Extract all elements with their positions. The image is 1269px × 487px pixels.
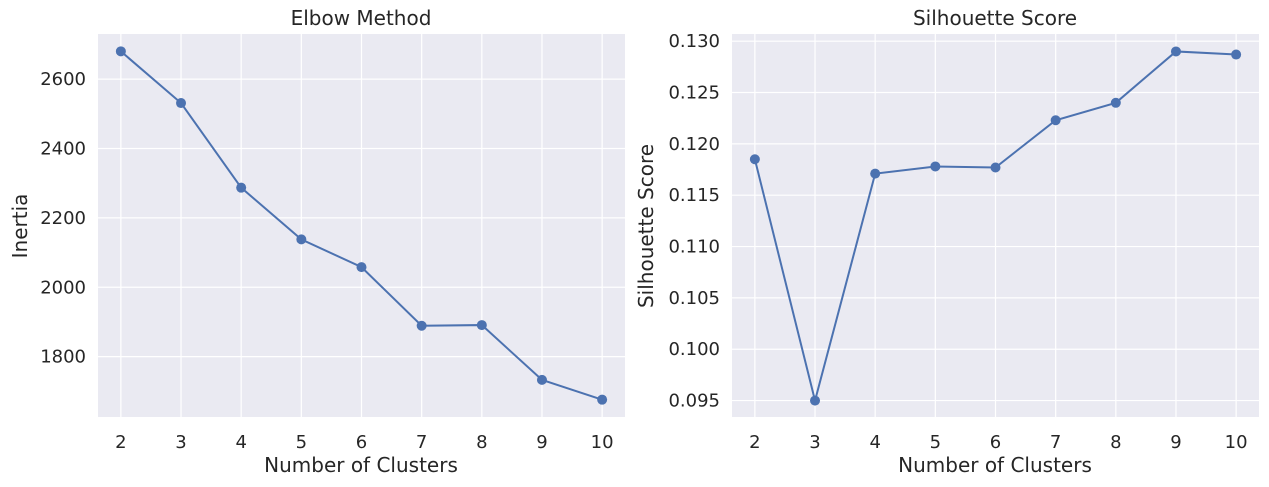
data-point [1110,97,1121,108]
x-tick-label: 6 [990,432,1001,453]
y-tick-label: 0.105 [668,288,720,309]
data-point [1170,46,1181,57]
x-tick-label: 9 [1170,432,1181,453]
elbow-method-chart: 2 3 4 5 6 7 8 9 10 1800 2000 2200 2400 2600 Elbow Met… [8,6,625,477]
x-tick-label: 6 [356,432,367,453]
x-tick-label: 8 [1110,432,1121,453]
data-point [810,395,821,406]
x-tick-label: 5 [296,432,307,453]
x-tick-label: 2 [115,432,126,453]
data-point [296,234,307,245]
y-tick-label: 0.120 [668,134,720,155]
data-point [536,374,547,385]
x-tick-label: 3 [809,432,820,453]
y-tick-label: 0.115 [668,185,720,206]
silhouette-score-chart: 2 3 4 5 6 7 8 9 10 0.095 0.100 0.105 0.110 0.115 0.120… [634,6,1259,477]
data-point [236,182,247,193]
data-point [1050,115,1061,126]
y-tick-label: 0.110 [668,237,720,258]
x-tick-label: 8 [476,432,487,453]
y-tick-label: 2200 [40,208,86,229]
y-tick-label: 2600 [40,69,86,90]
x-tick-label: 9 [536,432,547,453]
x-tick-label: 10 [1225,432,1248,453]
x-tick-label: 10 [591,432,614,453]
data-point [990,162,1001,173]
x-tick-label: 7 [1050,432,1061,453]
y-axis-label: Inertia [8,194,32,259]
y-axis-label: Silhouette Score [634,144,658,308]
y-tick-label: 2400 [40,138,86,159]
data-point [476,320,487,331]
chart-title: Elbow Method [291,6,432,30]
x-tick-label: 4 [235,432,246,453]
x-axis-label: Number of Clusters [898,453,1092,477]
data-point [1231,49,1242,60]
data-point [749,154,760,165]
data-point [597,394,608,405]
y-tick-label: 0.130 [668,31,720,52]
x-tick-label: 3 [175,432,186,453]
data-point [115,46,126,57]
x-tick-label: 7 [416,432,427,453]
y-tick-label: 0.125 [668,83,720,104]
y-tick-label: 0.095 [668,391,720,412]
chart-title: Silhouette Score [913,6,1077,30]
y-tick-label: 1800 [40,347,86,368]
data-point [176,98,187,109]
x-tick-label: 4 [869,432,880,453]
data-point [930,161,941,172]
data-point [356,262,367,273]
x-tick-label: 2 [749,432,760,453]
data-point [416,320,427,331]
y-tick-label: 0.100 [668,339,720,360]
data-point [870,168,881,179]
x-tick-label: 5 [930,432,941,453]
y-tick-label: 2000 [40,277,86,298]
x-axis-label: Number of Clusters [264,453,458,477]
